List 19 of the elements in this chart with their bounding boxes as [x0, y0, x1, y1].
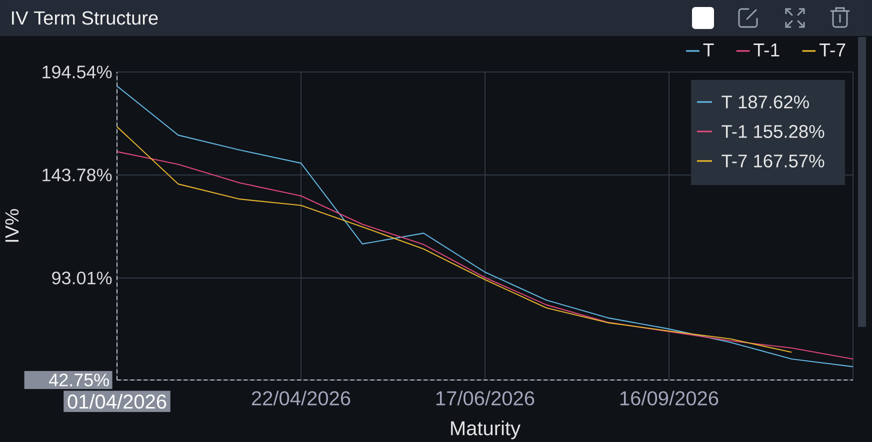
legend-label: T-1	[754, 44, 780, 56]
y-tick-label: 93.01%	[52, 272, 112, 284]
x-tick-label: 01/04/2026	[68, 394, 166, 409]
y-tick-label: 143.78%	[42, 168, 112, 182]
line-series	[117, 151, 853, 360]
x-tick-label: 17/06/2026	[436, 390, 534, 406]
chart-title: IV Term Structure	[12, 11, 158, 25]
line-series	[117, 85, 853, 368]
x-tick-label: 16/09/2026	[620, 390, 718, 406]
annotation: T-1 155.28%	[722, 125, 824, 138]
x-tick-label: 22/04/2026	[252, 390, 350, 406]
y-tick-label: 194.54%	[42, 66, 112, 78]
legend-label: T-7	[820, 44, 846, 56]
x-axis-title: Maturity	[451, 420, 521, 440]
y-axis-title: IV%	[5, 209, 19, 242]
y-tick-label: 42.75%	[49, 374, 109, 386]
legend-label: T	[703, 44, 714, 56]
annotation: T-7 167.57%	[722, 154, 824, 168]
annotation: T 187.62%	[722, 96, 809, 108]
